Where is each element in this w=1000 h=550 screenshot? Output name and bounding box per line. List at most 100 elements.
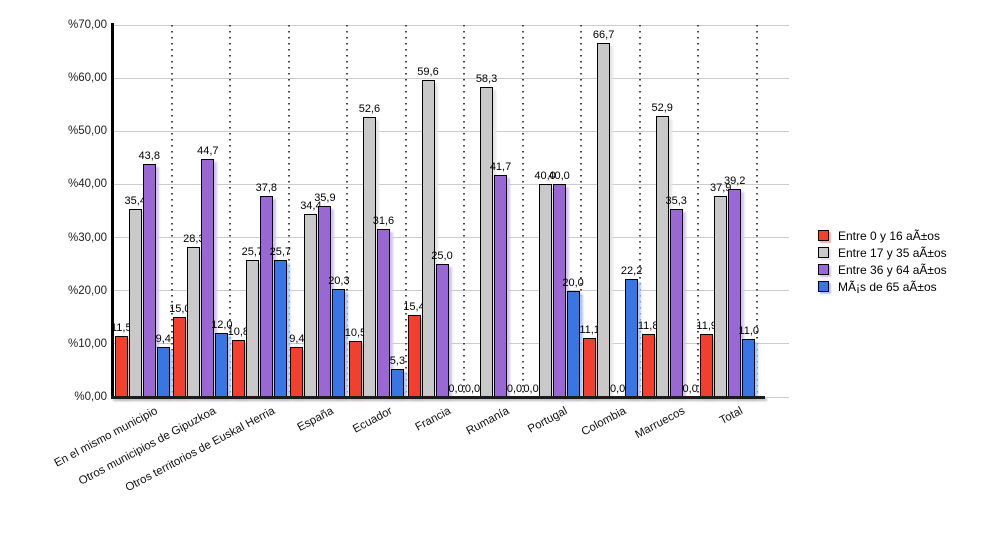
bar: [290, 347, 304, 397]
bar: [142, 164, 156, 397]
bar: [641, 334, 655, 397]
bar-value-label: 0,0: [448, 383, 464, 395]
x-category-label: Marruecos: [633, 405, 687, 442]
gridline-vertical-dotted: [521, 25, 524, 397]
bar-value-label: 12,0: [211, 319, 233, 332]
x-category-label: Total: [718, 405, 746, 428]
legend-item: Entre 0 y 16 aÃ±os: [818, 227, 947, 244]
bar-value-label: 35,3: [665, 195, 687, 208]
bar: [625, 279, 639, 397]
bar: [655, 115, 669, 397]
legend-item: Entre 17 y 35 aÃ±os: [818, 244, 947, 261]
legend-swatch-icon: [818, 264, 829, 275]
bar-value-label: 15,0: [169, 303, 191, 316]
bar-value-label: 9,4: [155, 333, 171, 346]
bar: [362, 117, 376, 397]
plot-area: 11,5 35,4 43,8 9,4 15,0 28,3 44,7 12,0 10,8 25,7 3…: [111, 25, 759, 397]
bar-value-label: 28,3: [183, 232, 205, 245]
bar: [407, 315, 421, 397]
x-category-label: Portugal: [526, 405, 570, 436]
legend-label: MÃ¡s de 65 aÃ±os: [838, 279, 937, 294]
bar: [538, 184, 552, 397]
bar-value-label: 20,0: [562, 276, 584, 289]
bar-value-label: 0,0: [506, 383, 523, 395]
bar: [173, 317, 187, 397]
bar: [201, 159, 215, 397]
gridline-horizontal: [113, 183, 789, 185]
bar-value-label: 40,0: [548, 170, 570, 183]
bar: [700, 333, 714, 397]
bar: [597, 42, 611, 397]
bar: [332, 289, 346, 397]
gridline-horizontal: [113, 343, 789, 345]
gridline-vertical-dotted: [287, 25, 290, 397]
bar: [245, 260, 259, 397]
bar: [128, 208, 142, 397]
gridline-horizontal: [113, 130, 789, 132]
gridline-vertical-dotted: [697, 25, 700, 397]
bar-value-label: 35,4: [124, 194, 146, 207]
gridline-vertical-dotted: [404, 25, 407, 397]
bar-value-label: 41,7: [489, 161, 512, 174]
bar: [273, 260, 287, 397]
legend-label: Entre 17 y 35 aÃ±os: [838, 245, 947, 260]
y-tick-label: %40,00: [67, 178, 107, 191]
y-tick-label: %70,00: [67, 19, 107, 31]
bar-value-label: 66,7: [592, 28, 615, 41]
bar-value-label: 9,4: [289, 333, 305, 346]
bar-value-label: 25,0: [431, 250, 453, 263]
y-tick-label: %20,00: [67, 284, 107, 297]
bar: [259, 196, 273, 397]
y-axis-line: [111, 23, 114, 398]
gridline-vertical-dotted: [229, 25, 232, 397]
bar-value-label: 22,2: [620, 265, 643, 278]
bar-value-label: 10,5: [344, 327, 367, 340]
gridline-horizontal: [113, 24, 789, 26]
bar-value-label: 0,0: [682, 383, 698, 395]
gridline-vertical-dotted: [170, 25, 173, 397]
bar-value-label: 0,0: [464, 383, 481, 395]
bar: [114, 335, 128, 397]
bar-value-label: 25,7: [241, 246, 264, 259]
bar-value-label: 52,9: [651, 101, 673, 114]
bar-value-label: 34,4: [300, 200, 322, 213]
bar: [566, 290, 580, 397]
gridline-vertical-dotted: [580, 25, 583, 397]
gridline-horizontal: [113, 290, 789, 292]
legend-label: Entre 36 y 64 aÃ±os: [838, 262, 947, 277]
bar-value-label: 11,0: [738, 324, 760, 337]
legend-swatch-icon: [818, 247, 829, 258]
bar-value-label: 0,0: [609, 383, 626, 395]
bar-value-label: 5,3: [389, 354, 406, 367]
bar-value-label: 58,3: [475, 73, 498, 86]
gridline-horizontal: [113, 77, 789, 79]
gridline-vertical-dotted: [346, 25, 349, 397]
bar: [669, 209, 683, 397]
bar: [304, 214, 318, 397]
bar-value-label: 35,9: [314, 192, 336, 205]
bar-value-label: 11,1: [579, 324, 600, 337]
bar: [231, 339, 245, 397]
bar-value-label: 11,5: [110, 321, 132, 334]
bar-value-label: 40,0: [534, 170, 556, 183]
bar-value-label: 37,8: [255, 182, 278, 195]
y-tick-label: %10,00: [67, 337, 107, 350]
y-tick-label: %50,00: [67, 125, 107, 138]
y-tick-label: %60,00: [67, 72, 107, 85]
x-category-label: Rumanía: [464, 405, 512, 438]
bar-value-label: 37,9: [710, 181, 732, 194]
bar: [435, 264, 449, 397]
bar-value-label: 11,8: [637, 320, 659, 333]
legend-item: MÃ¡s de 65 aÃ±os: [818, 278, 947, 295]
y-tick-label: %0,00: [74, 391, 107, 403]
bar: [156, 347, 170, 397]
bar: [728, 188, 742, 397]
bar: [390, 368, 404, 397]
bar: [318, 206, 332, 397]
x-category-label: Ecuador: [350, 405, 395, 436]
bar-value-label: 0,0: [523, 383, 539, 395]
bar-value-label: 10,8: [227, 325, 250, 338]
bar-value-label: 11,9: [696, 319, 718, 332]
bar: [421, 80, 435, 397]
